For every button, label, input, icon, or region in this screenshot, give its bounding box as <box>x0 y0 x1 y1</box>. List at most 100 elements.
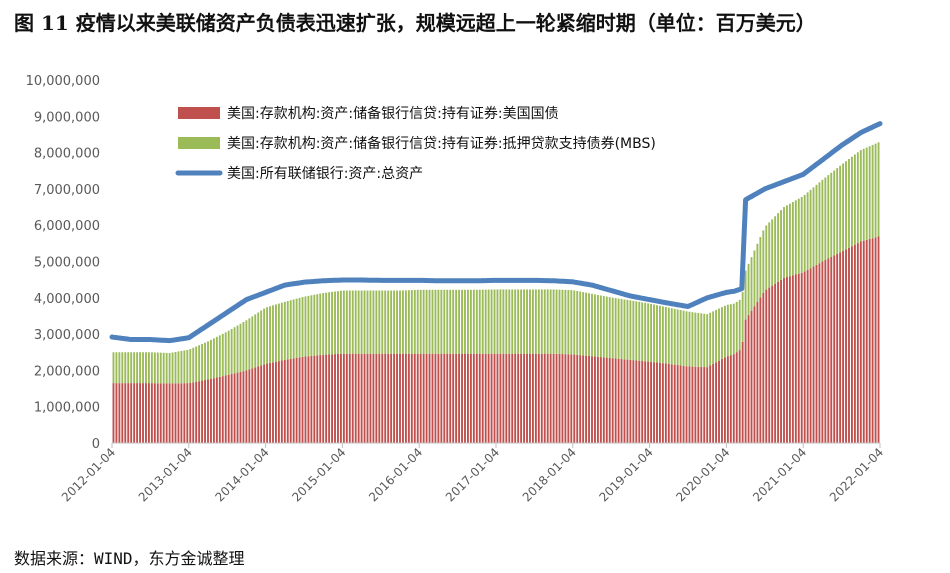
bar-treasury <box>201 380 204 443</box>
bar-mbs <box>653 304 655 363</box>
bar-mbs <box>744 270 747 320</box>
bar-mbs <box>283 301 286 360</box>
x-axis: 2012-01-04 2013-01-04 2014-01-04 2015-01-04… <box>59 442 886 504</box>
bar-treasury <box>307 356 310 443</box>
bar-treasury <box>709 365 712 443</box>
bar-mbs <box>369 290 372 354</box>
bar-treasury <box>212 378 215 443</box>
bar-treasury <box>366 353 369 443</box>
bar-treasury <box>289 358 292 443</box>
bar-mbs <box>827 175 830 259</box>
bar-mbs <box>399 290 401 354</box>
bar-mbs <box>304 296 307 357</box>
bar-treasury <box>874 237 877 443</box>
bar-treasury <box>715 362 718 443</box>
bar-mbs <box>221 333 224 377</box>
bar-treasury <box>402 353 404 443</box>
bar-mbs <box>458 289 461 354</box>
bar-mbs <box>207 341 209 380</box>
bar-treasury <box>431 353 434 443</box>
bar-mbs <box>363 290 366 354</box>
bar-mbs <box>266 307 269 364</box>
bar-treasury <box>224 375 227 443</box>
bar-treasury <box>682 365 685 443</box>
bar-treasury <box>788 276 791 443</box>
bar-treasury <box>602 357 605 443</box>
y-tick-label: 5,000,000 <box>34 256 100 271</box>
bar-treasury <box>777 281 780 443</box>
x-tick-label: 2021-01-04 <box>750 445 809 504</box>
bar-treasury <box>331 354 334 443</box>
bar-mbs <box>862 148 865 241</box>
bar-mbs <box>833 170 836 256</box>
bar-mbs <box>289 300 292 359</box>
bar-mbs <box>531 289 534 354</box>
bar-treasury <box>644 361 647 443</box>
bar-treasury <box>582 355 585 443</box>
bar-treasury <box>174 383 177 443</box>
bar-treasury <box>484 353 487 443</box>
bar-treasury <box>783 277 785 443</box>
bar-mbs <box>514 289 517 354</box>
bar-mbs <box>673 308 676 365</box>
bar-mbs <box>475 289 478 354</box>
bar-mbs <box>455 289 458 354</box>
bar-mbs <box>236 325 239 373</box>
bar-treasury <box>871 238 874 443</box>
bar-treasury <box>558 353 561 443</box>
bar-treasury <box>328 354 331 443</box>
bar-treasury <box>552 353 555 443</box>
bar-mbs <box>599 295 602 358</box>
x-tick-label: 2016-01-04 <box>366 445 425 504</box>
bar-mbs <box>771 219 774 286</box>
bar-mbs <box>871 144 874 239</box>
bar-mbs <box>407 290 410 354</box>
bar-mbs <box>313 294 316 356</box>
bar-mbs <box>632 300 635 361</box>
legend: 美国:存款机构:资产:储备银行信贷:持有证券:美国国债美国:存款机构:资产:储备… <box>175 105 656 182</box>
bar-treasury <box>502 353 505 443</box>
bar-mbs <box>127 352 130 384</box>
bar-treasury <box>260 365 263 443</box>
bar-mbs <box>452 289 455 354</box>
bar-mbs <box>868 146 871 240</box>
bar-mbs <box>331 291 334 355</box>
bar-mbs <box>874 143 877 238</box>
bar-mbs <box>803 194 806 272</box>
bar-mbs <box>688 311 691 367</box>
bar-treasury <box>794 274 797 443</box>
bar-treasury <box>809 268 812 443</box>
bar-treasury <box>564 354 567 443</box>
bar-treasury <box>608 357 611 443</box>
bar-treasury <box>210 378 212 443</box>
bar-mbs <box>529 289 531 354</box>
bar-mbs <box>372 290 375 354</box>
bar-treasury <box>638 360 641 443</box>
bar-treasury <box>765 289 768 443</box>
bar-mbs <box>682 310 685 366</box>
bar-treasury <box>452 353 455 443</box>
bar-mbs <box>605 296 608 358</box>
bar-treasury <box>242 371 245 443</box>
bar-treasury <box>653 362 655 443</box>
bar-treasury <box>573 354 576 443</box>
bar-treasury <box>629 359 632 443</box>
bar-treasury <box>440 353 443 443</box>
bar-mbs <box>700 313 703 367</box>
bar-mbs <box>824 177 827 260</box>
bar-treasury <box>537 353 540 443</box>
bar-mbs <box>738 299 741 351</box>
bar-treasury <box>248 369 251 443</box>
bar-treasury <box>378 353 381 443</box>
bar-treasury <box>133 383 136 443</box>
bar-treasury <box>136 383 139 443</box>
bar-treasury <box>520 353 523 443</box>
bar-treasury <box>339 353 342 443</box>
bar-treasury <box>437 353 440 443</box>
x-tick-label: 2014-01-04 <box>213 445 272 504</box>
bar-mbs <box>647 303 650 362</box>
bar-treasury <box>632 360 635 443</box>
bar-treasury <box>508 353 511 443</box>
bar-mbs <box>853 154 856 245</box>
bar-mbs <box>150 352 153 384</box>
